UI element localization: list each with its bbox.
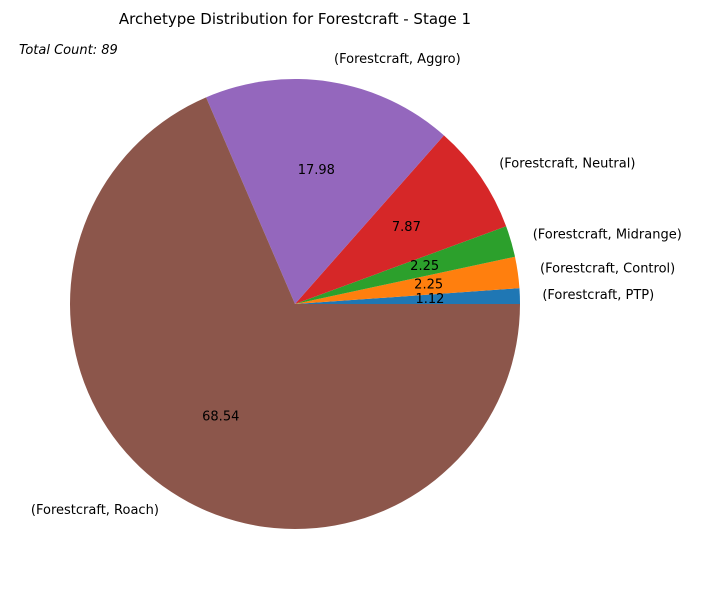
slice-percent-label: 17.98 (298, 163, 335, 178)
slice-category-label: (Forestcraft, PTP) (542, 288, 654, 303)
pie-slices (70, 79, 521, 530)
slice-category-label: (Forestcraft, Neutral) (499, 157, 635, 172)
slice-percent-label: 2.25 (414, 278, 443, 293)
pie-slice (206, 79, 444, 305)
total-count-annotation: Total Count: 89 (19, 43, 118, 58)
pie-slice (295, 226, 515, 304)
slice-percent-label: 68.54 (202, 409, 239, 424)
slice-percent-label: 2.25 (410, 259, 439, 274)
pie-slice (295, 288, 520, 304)
slice-category-label: (Forestcraft, Aggro) (334, 52, 461, 67)
pie-slice (70, 97, 521, 530)
pie-labels: (Forestcraft, PTP) 1.12 (Forestcraft, Cont… (31, 52, 682, 518)
slice-category-label: (Forestcraft, Control) (540, 262, 675, 277)
chart-title: Archetype Distribution for Forestcraft -… (119, 10, 471, 28)
slice-category-label: (Forestcraft, Midrange) (533, 228, 682, 243)
pie-slice (295, 256, 520, 304)
slice-percent-label: 7.87 (392, 220, 421, 235)
slice-category-label: (Forestcraft, Roach) (31, 503, 159, 518)
slice-percent-label: 1.12 (415, 292, 444, 307)
pie-slice (295, 135, 507, 304)
